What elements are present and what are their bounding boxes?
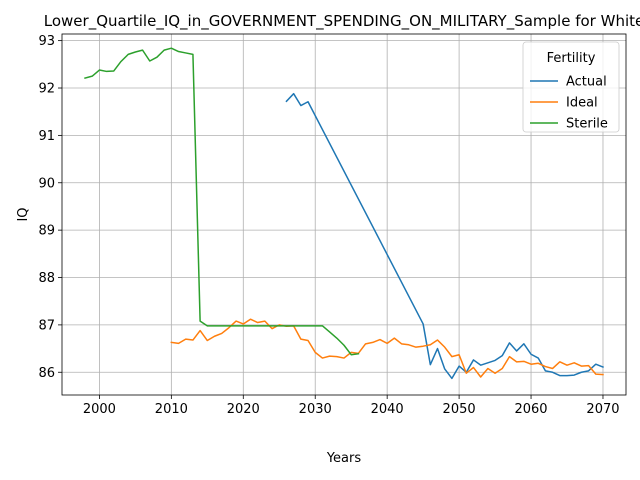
- series-line-actual: [285, 92, 604, 380]
- series-line-sterile: [84, 47, 360, 356]
- x-tick-label: 2000: [83, 402, 116, 417]
- legend-label-ideal: Ideal: [566, 96, 598, 111]
- legend-label-actual: Actual: [566, 75, 607, 90]
- plot-frame: [61, 33, 627, 396]
- chart-title: Lower_Quartile_IQ_in_GOVERNMENT_SPENDING…: [44, 12, 640, 31]
- y-tick-label: 88: [38, 271, 55, 286]
- x-tick-label: 2050: [443, 402, 476, 417]
- x-tick-label: 2030: [299, 402, 332, 417]
- x-tick-label: 2040: [371, 402, 404, 417]
- legend-title: Fertility: [547, 51, 596, 66]
- series-lines: [84, 47, 604, 380]
- y-axis-label: IQ: [16, 207, 31, 221]
- y-axis-ticks: 86 87 88 89 90 91 92 93: [38, 34, 62, 381]
- x-axis-label: Years: [326, 451, 362, 466]
- x-tick-label: 2060: [514, 402, 547, 417]
- y-tick-label: 89: [38, 224, 55, 239]
- x-axis-ticks: 2000 2010 2020 2030 2040 2050 2060 2070: [83, 395, 620, 417]
- y-tick-label: 93: [38, 34, 55, 49]
- y-tick-label: 92: [38, 82, 55, 97]
- x-tick-label: 2010: [155, 402, 188, 417]
- y-tick-label: 91: [38, 129, 55, 144]
- y-tick-label: 86: [38, 366, 55, 381]
- x-tick-label: 2020: [227, 402, 260, 417]
- legend-label-sterile: Sterile: [566, 117, 608, 132]
- y-tick-label: 90: [38, 176, 55, 191]
- y-tick-label: 87: [38, 318, 55, 333]
- x-tick-label: 2070: [586, 402, 619, 417]
- legend: Fertility Actual Ideal Sterile: [522, 41, 620, 133]
- legend-box: [522, 41, 620, 133]
- series-line-ideal: [170, 318, 604, 378]
- legend-entries: Actual Ideal Sterile: [530, 75, 608, 132]
